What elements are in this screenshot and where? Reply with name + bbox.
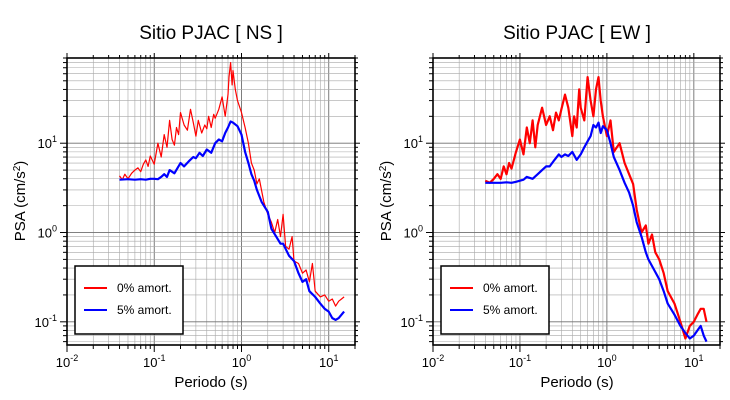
legend-label-damped: 5% amort.: [117, 303, 172, 317]
y-tick-label: 100: [404, 224, 423, 241]
legend-box: [74, 265, 184, 335]
x-tick-label: 10-1: [509, 353, 531, 370]
legend-box: [440, 265, 550, 335]
chart-panel-ew: Sitio PJAC [ EW ] 10-2 10-1 100 10110-11001…: [378, 23, 725, 391]
x-tick-label: 10-2: [56, 353, 78, 370]
plot-border: [432, 57, 721, 346]
series-layer: [119, 61, 345, 321]
x-axis-label: Periodo (s): [174, 374, 247, 391]
y-axis-label: PSA (cm/s2): [12, 161, 29, 242]
plot-frame: [426, 53, 725, 352]
x-tick-label: 100: [232, 353, 251, 370]
x-tick-label: 100: [597, 353, 616, 370]
chart-title: Sitio PJAC [ EW ]: [503, 23, 651, 44]
chart-panel-ns: Sitio PJAC [ NS ] 10-2 10-1 100 10110-11001…: [12, 23, 360, 391]
tick-labels: 10-2 10-1 100 101 10-1 100 101: [35, 134, 339, 370]
legend-label-undamped: 0% amort.: [483, 281, 538, 295]
series-line-damped: [485, 121, 708, 343]
y-axis-label-main: PSA (cm/s: [378, 171, 395, 241]
x-axis-label: Periodo (s): [540, 374, 613, 391]
x-tick-label: 101: [319, 353, 338, 370]
x-tick-label: 101: [684, 353, 703, 370]
y-axis-label: PSA (cm/s2): [378, 161, 395, 242]
series-line-damped: [119, 120, 345, 321]
series-line-undamped: [119, 61, 345, 307]
x-tick-label: 10-1: [143, 353, 165, 370]
legend: 0% amort. 5% amort.: [440, 265, 550, 335]
y-tick-label: 100: [38, 224, 57, 241]
legend-label-damped: 5% amort.: [483, 303, 538, 317]
y-axis-label-sup: 2: [378, 165, 389, 171]
y-axis-label-main: PSA (cm/s: [12, 171, 29, 241]
plot-frame: [60, 53, 360, 352]
x-tick-label: 10-2: [422, 353, 444, 370]
tick-labels: 10-2 10-1 100 101 10-1 100 101: [401, 134, 704, 370]
series-layer: [484, 75, 708, 343]
y-axis-label-sup: 2: [12, 165, 23, 171]
y-tick-label: 101: [404, 134, 423, 151]
y-tick-label: 10-1: [401, 313, 423, 330]
y-tick-label: 101: [38, 134, 57, 151]
y-axis-label-end: ): [12, 161, 29, 166]
series-line-undamped: [484, 75, 708, 340]
chart-title: Sitio PJAC [ NS ]: [139, 23, 283, 44]
plot-border: [66, 57, 356, 346]
y-axis-label-end: ): [378, 161, 395, 166]
y-tick-label: 10-1: [35, 313, 57, 330]
legend-label-undamped: 0% amort.: [117, 281, 172, 295]
legend: 0% amort. 5% amort.: [74, 265, 184, 335]
